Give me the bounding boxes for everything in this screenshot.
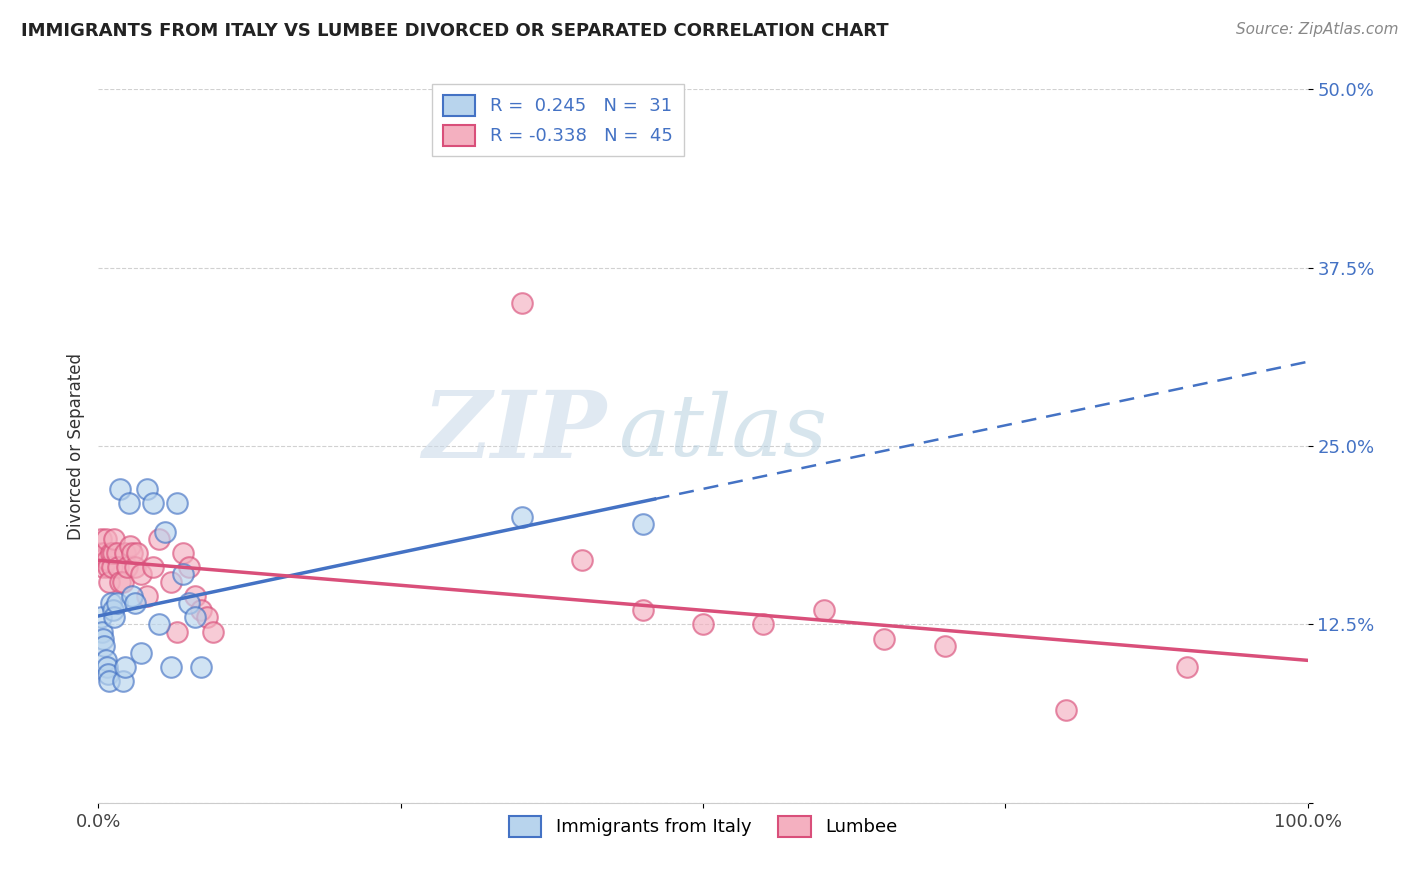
Point bbox=[190, 660, 212, 674]
Point bbox=[571, 553, 593, 567]
Point bbox=[190, 603, 212, 617]
Point bbox=[96, 660, 118, 674]
Point bbox=[108, 482, 131, 496]
Point bbox=[98, 674, 121, 689]
Point bbox=[103, 532, 125, 546]
Point bbox=[631, 603, 654, 617]
Point bbox=[91, 553, 114, 567]
Point bbox=[91, 632, 114, 646]
Point bbox=[100, 560, 122, 574]
Text: ZIP: ZIP bbox=[422, 387, 606, 476]
Point bbox=[121, 589, 143, 603]
Point bbox=[166, 624, 188, 639]
Point bbox=[195, 610, 218, 624]
Point bbox=[97, 560, 120, 574]
Point bbox=[101, 546, 124, 560]
Point bbox=[96, 553, 118, 567]
Point bbox=[934, 639, 956, 653]
Point bbox=[160, 574, 183, 589]
Point bbox=[148, 617, 170, 632]
Legend: Immigrants from Italy, Lumbee: Immigrants from Italy, Lumbee bbox=[502, 808, 904, 844]
Point bbox=[118, 496, 141, 510]
Point bbox=[98, 574, 121, 589]
Point bbox=[692, 617, 714, 632]
Point bbox=[97, 667, 120, 681]
Point bbox=[107, 560, 129, 574]
Point bbox=[91, 560, 114, 574]
Point bbox=[510, 296, 533, 310]
Point bbox=[153, 524, 176, 539]
Point bbox=[127, 546, 149, 560]
Point bbox=[166, 496, 188, 510]
Point bbox=[184, 610, 207, 624]
Point bbox=[94, 532, 117, 546]
Point bbox=[179, 596, 201, 610]
Point bbox=[114, 546, 136, 560]
Text: Source: ZipAtlas.com: Source: ZipAtlas.com bbox=[1236, 22, 1399, 37]
Text: atlas: atlas bbox=[619, 391, 828, 473]
Point bbox=[752, 617, 775, 632]
Point bbox=[1054, 703, 1077, 717]
Point bbox=[135, 482, 157, 496]
Text: IMMIGRANTS FROM ITALY VS LUMBEE DIVORCED OR SEPARATED CORRELATION CHART: IMMIGRANTS FROM ITALY VS LUMBEE DIVORCED… bbox=[21, 22, 889, 40]
Point bbox=[118, 539, 141, 553]
Point bbox=[172, 546, 194, 560]
Point bbox=[129, 567, 152, 582]
Point bbox=[873, 632, 896, 646]
Point bbox=[105, 546, 128, 560]
Point bbox=[172, 567, 194, 582]
Point bbox=[111, 574, 134, 589]
Point bbox=[1175, 660, 1198, 674]
Point bbox=[93, 639, 115, 653]
Point bbox=[100, 596, 122, 610]
Point bbox=[105, 596, 128, 610]
Point bbox=[148, 532, 170, 546]
Point bbox=[124, 596, 146, 610]
Point bbox=[184, 589, 207, 603]
Point bbox=[142, 496, 165, 510]
Point bbox=[114, 660, 136, 674]
Point bbox=[135, 589, 157, 603]
Point bbox=[121, 546, 143, 560]
Point bbox=[124, 560, 146, 574]
Point bbox=[142, 560, 165, 574]
Point bbox=[179, 560, 201, 574]
Point bbox=[108, 574, 131, 589]
Point bbox=[103, 610, 125, 624]
Point bbox=[100, 546, 122, 560]
Point bbox=[117, 560, 139, 574]
Point bbox=[202, 624, 225, 639]
Point bbox=[111, 674, 134, 689]
Point bbox=[93, 546, 115, 560]
Point bbox=[94, 653, 117, 667]
Point bbox=[90, 610, 112, 624]
Point bbox=[160, 660, 183, 674]
Point bbox=[510, 510, 533, 524]
Point bbox=[813, 603, 835, 617]
Point bbox=[631, 517, 654, 532]
Point bbox=[89, 546, 111, 560]
Point bbox=[129, 646, 152, 660]
Point bbox=[90, 532, 112, 546]
Y-axis label: Divorced or Separated: Divorced or Separated bbox=[66, 352, 84, 540]
Point bbox=[91, 624, 114, 639]
Point bbox=[101, 603, 124, 617]
